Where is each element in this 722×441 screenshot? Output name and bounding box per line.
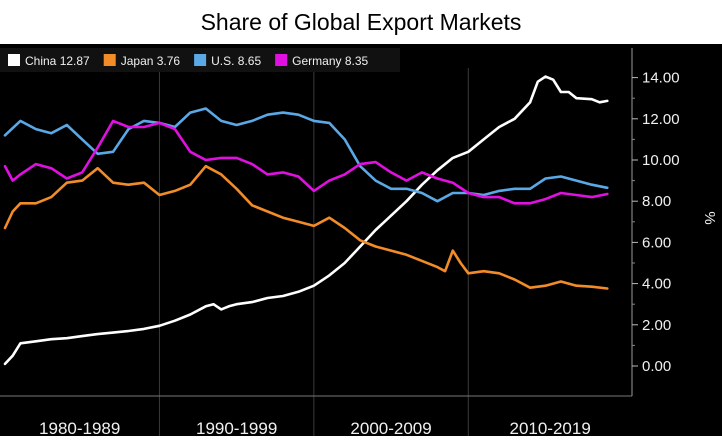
series-line-us [3, 107, 609, 203]
x-period-label: 1990-1999 [196, 419, 277, 436]
legend-swatch-japan [103, 54, 116, 66]
series-line-japan [3, 164, 609, 290]
series-line-germany [3, 119, 609, 205]
y-tick-label: 12.00 [642, 111, 680, 128]
x-axis: 1980-1989 1990-1999 2000-2009 2010-2019 [39, 419, 591, 438]
x-period-label: 2000-2009 [350, 419, 431, 436]
legend: China 12.87 Japan 3.76 U.S. 8.65 Germany 8.… [0, 48, 400, 72]
y-tick-label: 6.00 [642, 234, 671, 251]
y-tick-label: 10.00 [642, 152, 680, 169]
legend-swatch-germany [275, 54, 288, 66]
y-tick-label: 4.00 [642, 276, 671, 293]
y-tick-label: 14.00 [642, 70, 680, 87]
legend-swatch-china [8, 54, 20, 66]
legend-swatch-us [194, 54, 207, 66]
line-chart: 0.00 2.00 4.00 6.00 8.00 10.00 12.00 14.00% 198… [0, 44, 722, 438]
legend-entry-germany: Germany 8.35 [292, 54, 368, 68]
y-tick-label: 0.00 [642, 358, 671, 375]
y-tick-label: 8.00 [642, 193, 671, 210]
vertical-gridlines [0, 68, 632, 436]
x-period-label: 2010-2019 [509, 419, 590, 436]
legend-entry-us: U.S. 8.65 [211, 54, 261, 68]
legend-entry-japan: Japan 3.76 [121, 54, 181, 68]
x-period-label: 1980-1989 [39, 419, 120, 436]
legend-entry-china: China 12.87 [25, 54, 90, 68]
series-line-china [3, 75, 609, 366]
chart-area: 0.00 2.00 4.00 6.00 8.00 10.00 12.00 14.00% 198… [0, 44, 722, 438]
y-axis: 0.00 2.00 4.00 6.00 8.00 10.00 12.00 14.00% [631, 48, 718, 396]
series-lines [3, 75, 609, 366]
y-axis-label: % [701, 211, 718, 224]
y-tick-label: 2.00 [642, 317, 671, 334]
chart-title: Share of Global Export Markets [200, 9, 522, 35]
